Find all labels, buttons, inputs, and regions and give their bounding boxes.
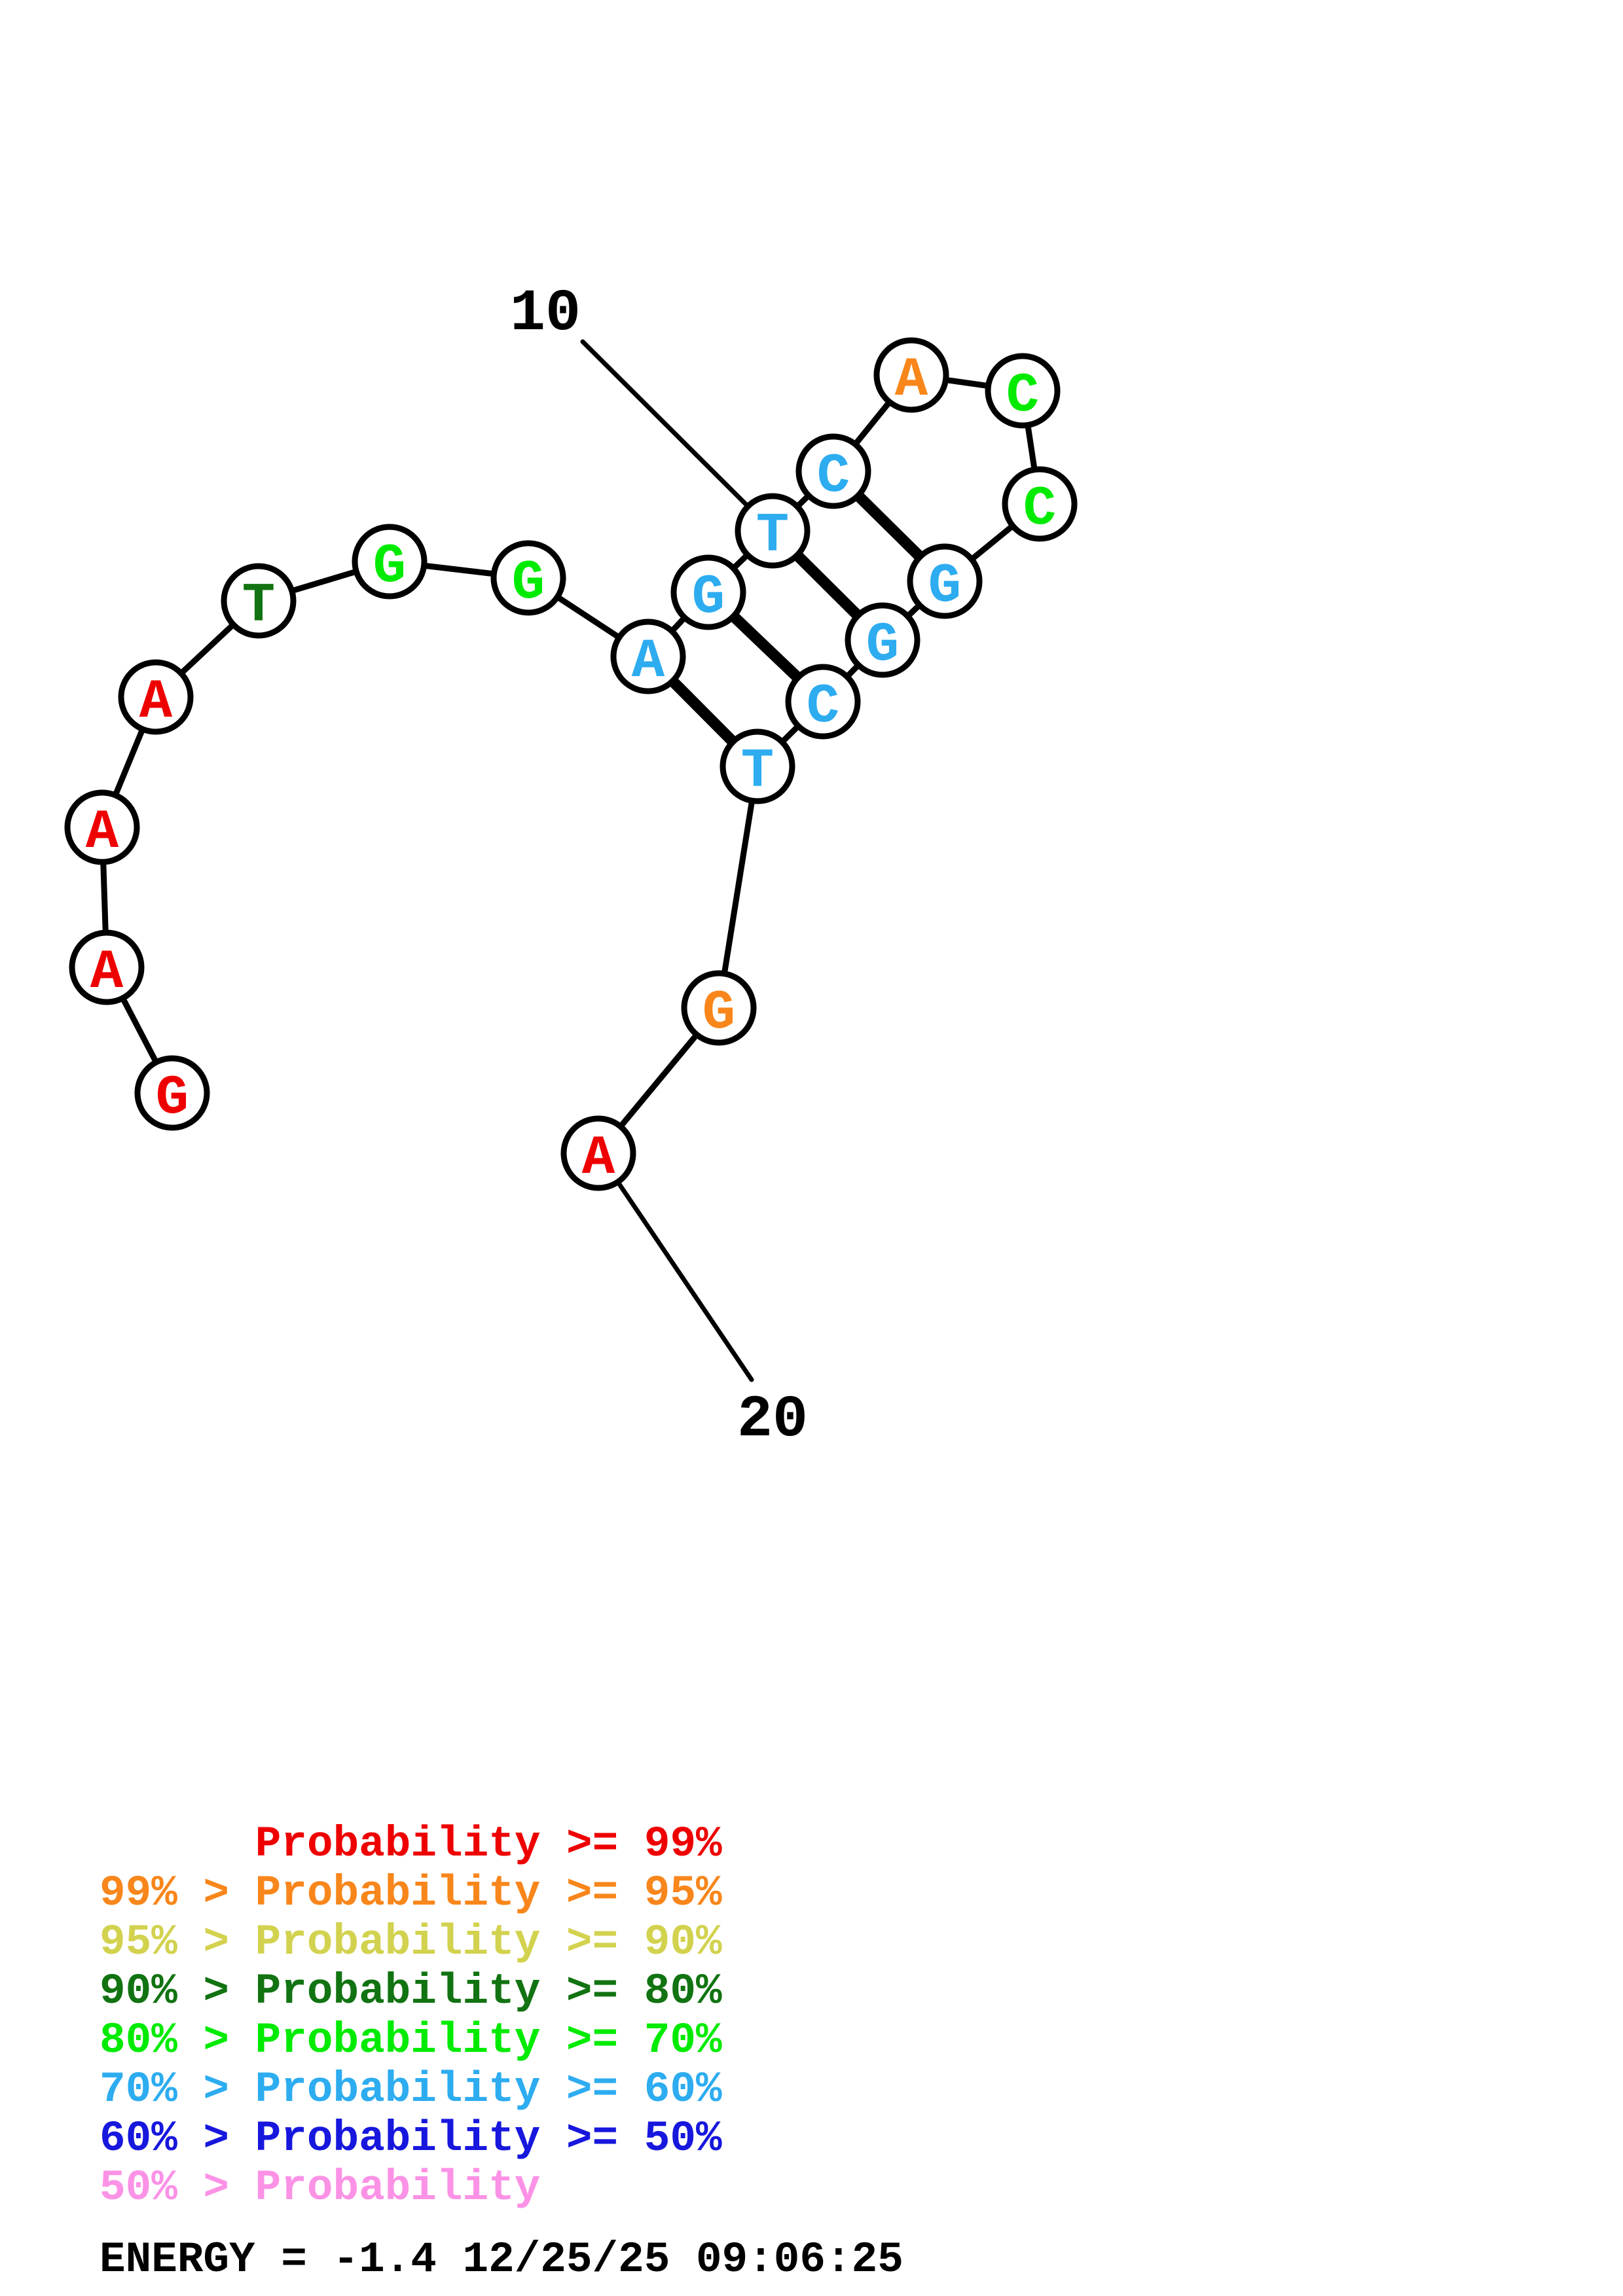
nucleotide-node-14-C: C — [1002, 466, 1078, 542]
label-leader-line — [596, 1151, 754, 1382]
nucleotide-circle — [64, 789, 140, 865]
nucleotide-node-6-G: G — [352, 524, 428, 600]
legend-row: 80% > Probability >= 70% — [100, 2016, 722, 2065]
nucleotide-letter: G — [702, 982, 735, 1045]
nucleotide-letter: G — [692, 567, 725, 629]
nucleotide-circle — [1002, 466, 1078, 542]
nucleotide-letter: T — [756, 505, 789, 567]
nucleotide-node-13-C: C — [985, 353, 1061, 429]
nucleotide-node-4-A: A — [118, 659, 194, 735]
nucleotide-letter: T — [741, 741, 774, 803]
legend-row: 99% > Probability >= 95% — [100, 1869, 722, 1918]
sequence-label-10: 10 — [510, 281, 581, 348]
nucleotide-letter: A — [632, 631, 665, 693]
nucleotide-circle — [610, 619, 686, 694]
nucleotide-circle — [221, 563, 297, 639]
legend-row: 95% > Probability >= 90% — [100, 1918, 722, 1967]
legend-row: 90% > Probability >= 80% — [100, 1967, 722, 2016]
nucleotide-circle — [490, 540, 566, 616]
nucleotide-node-11-C: C — [795, 433, 871, 509]
nucleotide-circle — [118, 659, 194, 735]
nucleotide-circle — [69, 929, 145, 1005]
nucleotide-letter: C — [1006, 365, 1039, 427]
nucleotide-node-5-T: T — [221, 563, 297, 639]
nucleotide-node-12-A: A — [873, 337, 949, 413]
nucleotide-letter: A — [582, 1128, 615, 1190]
nucleotide-node-17-C: C — [785, 664, 861, 740]
probability-legend: Probability >= 99%99% > Probability >= 9… — [100, 1820, 722, 2212]
nucleotide-letter: G — [512, 552, 545, 615]
nucleotide-node-10-T: T — [735, 493, 811, 569]
nucleotide-node-1-G: G — [134, 1055, 210, 1131]
nucleotide-circle — [785, 664, 861, 740]
nucleotide-node-20-A: A — [560, 1115, 636, 1191]
nucleotide-node-8-A: A — [610, 619, 686, 694]
nucleotide-letter: A — [895, 350, 928, 412]
nucleotide-letter: A — [86, 802, 119, 864]
backbone-bonds — [99, 372, 1043, 1157]
legend-row: 70% > Probability >= 60% — [100, 2065, 722, 2114]
legend-row: 50% > Probability — [100, 2163, 540, 2212]
nucleotide-node-2-A: A — [69, 929, 145, 1005]
nucleotide-letter: C — [1023, 478, 1056, 541]
nucleotide-letter: G — [373, 536, 406, 598]
nucleotide-node-19-G: G — [681, 970, 757, 1046]
energy-footer: ENERGY = -1.4 12/25/25 09:06:25 — [100, 2235, 903, 2284]
nucleotide-circle — [735, 493, 811, 569]
nucleotide-letter: G — [156, 1067, 189, 1130]
legend-row: Probability >= 99% — [255, 1820, 722, 1869]
nucleotide-letter: C — [817, 446, 850, 508]
nucleotide-node-3-A: A — [64, 789, 140, 865]
energy-line: ENERGY = -1.4 12/25/25 09:06:25 — [100, 2235, 903, 2284]
legend-row: 60% > Probability >= 50% — [100, 2114, 722, 2163]
nucleotide-letter: G — [866, 615, 899, 677]
nucleotide-letter: A — [139, 672, 173, 734]
nucleotide-circle — [985, 353, 1061, 429]
nucleotide-circle — [907, 543, 983, 619]
nucleotide-letter: A — [90, 942, 124, 1004]
nucleotide-node-9-G: G — [670, 554, 746, 630]
nucleotide-node-7-G: G — [490, 540, 566, 616]
nucleotide-node-15-G: G — [907, 543, 983, 619]
nucleotide-circle — [681, 970, 757, 1046]
nucleotide-circle — [720, 728, 795, 804]
label-leader-lines — [580, 339, 775, 1382]
backbone-bond — [716, 763, 761, 1011]
nucleotide-node-16-G: G — [845, 602, 921, 678]
nucleotide-circle — [134, 1055, 210, 1131]
nucleotide-node-18-T: T — [720, 728, 795, 804]
nucleotide-circle — [795, 433, 871, 509]
nucleotide-circle — [670, 554, 746, 630]
nucleotide-circle — [560, 1115, 636, 1191]
nucleotide-circle — [352, 524, 428, 600]
sequence-label-20: 20 — [737, 1387, 808, 1454]
nucleotide-circle — [873, 337, 949, 413]
nucleotide-letter: G — [928, 556, 961, 618]
nucleotide-circle — [845, 602, 921, 678]
sequence-position-labels: 10 20 — [510, 281, 808, 1454]
nucleotide-letter: T — [242, 575, 275, 637]
nucleotide-letter: C — [807, 676, 839, 738]
label-leader-line — [580, 339, 775, 533]
